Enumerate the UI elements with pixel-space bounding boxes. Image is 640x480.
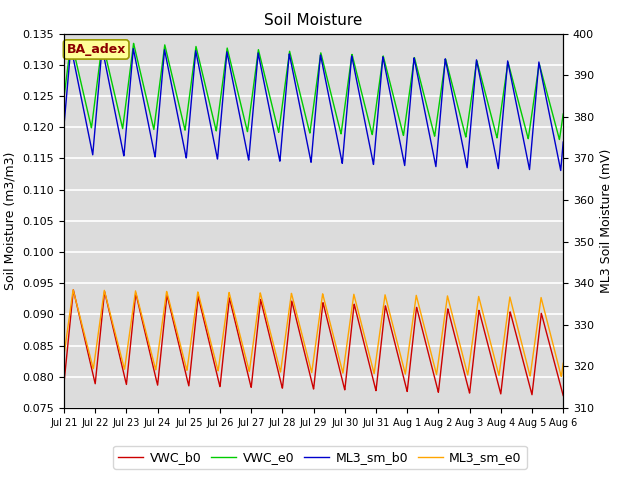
- ML3_sm_e0: [559, 360, 567, 366]
- ML3_sm_e0: [69, 287, 77, 293]
- ML3_sm_b0: [559, 139, 567, 145]
- Line: ML3_sm_e0: ML3_sm_e0: [64, 290, 563, 376]
- VWC_b0: [444, 307, 451, 313]
- VWC_b0: [429, 369, 437, 374]
- ML3_sm_b0: [451, 105, 459, 110]
- VWC_e0: [67, 37, 75, 43]
- VWC_e0: [147, 110, 154, 116]
- Line: ML3_sm_b0: ML3_sm_b0: [64, 47, 563, 170]
- VWC_e0: [60, 95, 68, 100]
- VWC_e0: [383, 68, 391, 74]
- ML3_sm_e0: [393, 339, 401, 345]
- Line: VWC_b0: VWC_b0: [64, 290, 563, 396]
- VWC_e0: [559, 111, 567, 117]
- ML3_sm_b0: [429, 149, 437, 155]
- ML3_sm_b0: [147, 130, 154, 135]
- ML3_sm_b0: [557, 168, 564, 173]
- ML3_sm_b0: [60, 122, 68, 128]
- VWC_e0: [451, 93, 459, 98]
- Title: Soil Moisture: Soil Moisture: [264, 13, 363, 28]
- VWC_e0: [429, 127, 437, 133]
- VWC_b0: [393, 349, 401, 355]
- VWC_b0: [70, 287, 77, 293]
- ML3_sm_e0: [451, 323, 459, 328]
- ML3_sm_e0: [383, 300, 391, 305]
- ML3_sm_b0: [444, 68, 451, 73]
- ML3_sm_e0: [557, 373, 565, 379]
- VWC_b0: [60, 380, 68, 386]
- VWC_e0: [556, 137, 563, 143]
- VWC_b0: [383, 309, 391, 315]
- Legend: VWC_b0, VWC_e0, ML3_sm_b0, ML3_sm_e0: VWC_b0, VWC_e0, ML3_sm_b0, ML3_sm_e0: [113, 446, 527, 469]
- Y-axis label: ML3 Soil Moisture (mV): ML3 Soil Moisture (mV): [600, 149, 612, 293]
- Text: BA_adex: BA_adex: [67, 43, 126, 56]
- VWC_b0: [559, 393, 567, 398]
- VWC_b0: [147, 351, 154, 357]
- Line: VWC_e0: VWC_e0: [64, 40, 563, 140]
- VWC_e0: [393, 108, 401, 113]
- ML3_sm_e0: [60, 352, 68, 358]
- ML3_sm_b0: [393, 124, 401, 130]
- ML3_sm_e0: [429, 358, 437, 364]
- ML3_sm_b0: [67, 44, 75, 49]
- VWC_e0: [444, 64, 451, 70]
- ML3_sm_b0: [383, 74, 391, 80]
- ML3_sm_e0: [147, 345, 154, 351]
- ML3_sm_e0: [444, 294, 451, 300]
- Y-axis label: Soil Moisture (m3/m3): Soil Moisture (m3/m3): [4, 152, 17, 290]
- VWC_b0: [451, 334, 459, 340]
